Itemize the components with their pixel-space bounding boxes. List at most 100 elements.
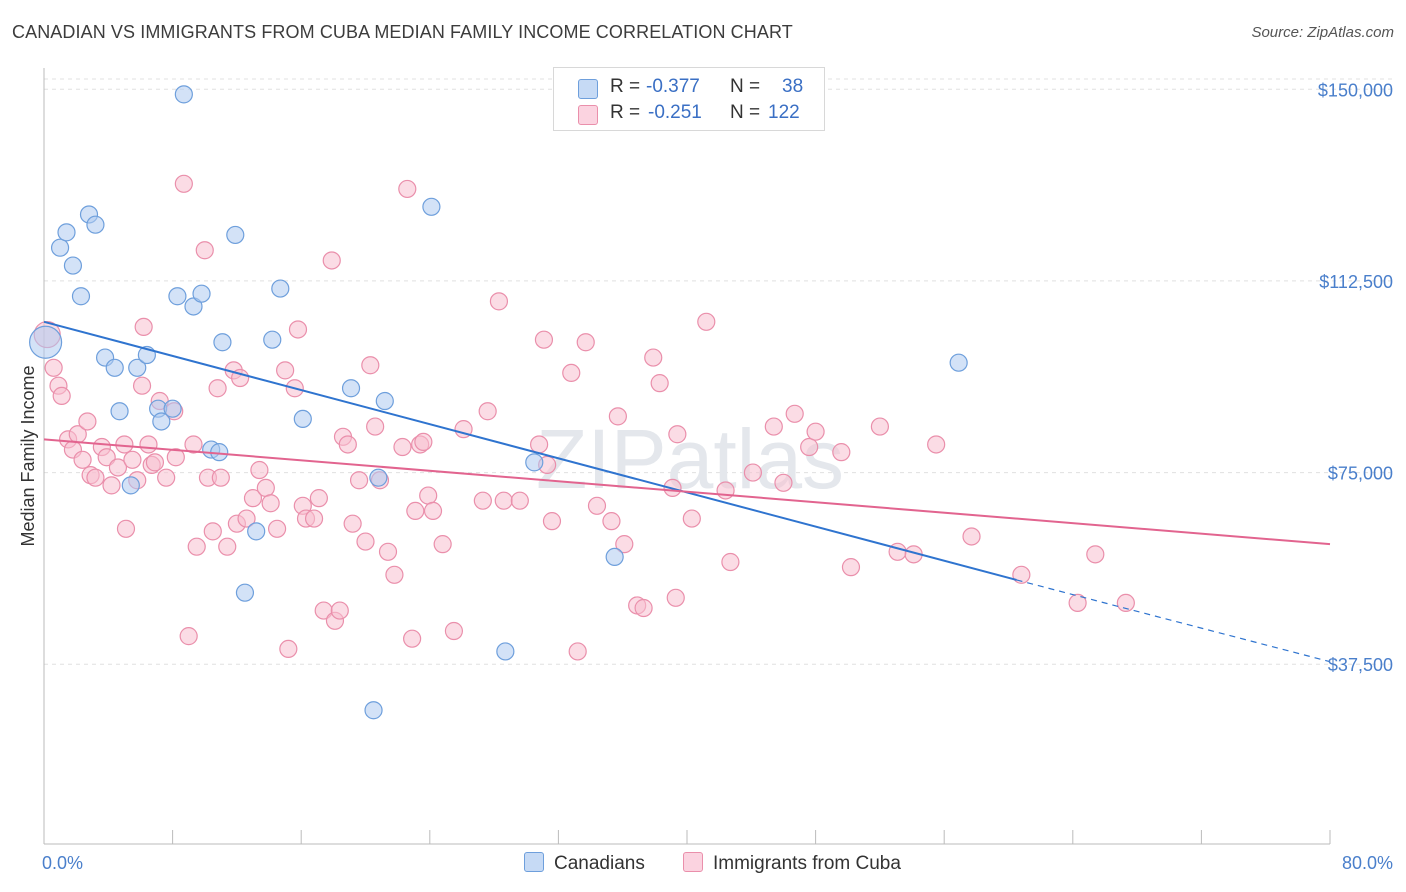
data-point [414,432,433,452]
data-point [145,453,165,472]
data-point [478,402,497,421]
data-point [86,215,105,234]
data-point [602,512,621,531]
data-point [243,489,263,508]
data-point [304,509,324,528]
data-point [423,501,443,521]
data-point [116,519,136,538]
data-point [235,583,255,602]
y-tick-label: $112,500 [1319,272,1393,292]
data-point [615,535,634,554]
data-point [330,601,349,620]
trend-line-cuba [43,438,1331,546]
data-point [322,251,341,270]
data-point [341,379,361,398]
data-point [105,358,124,377]
data-point [542,512,562,531]
chart-title: CANADIAN VS IMMIGRANTS FROM CUBA MEDIAN … [12,22,793,42]
data-point [263,330,282,349]
x-tick-label-min: 0.0% [42,853,83,873]
data-point [666,588,685,607]
data-point [743,463,763,482]
bottom-legend-label-cuba: Immigrants from Cuba [713,853,901,874]
data-point [832,443,851,462]
data-point [208,379,227,398]
data-point [444,621,464,641]
data-point [271,279,290,298]
data-point [489,292,509,311]
data-point [534,330,554,349]
data-point [406,501,425,521]
data-point [393,437,412,457]
data-point [157,468,176,487]
data-point [841,558,861,577]
data-point [121,476,140,495]
data-point [721,552,740,572]
data-point [568,642,587,661]
data-point [525,453,544,472]
data-point [210,443,229,462]
data-point [806,422,825,441]
data-point [433,535,452,554]
data-point [250,460,269,480]
data-point [187,537,206,556]
data-point [50,238,70,257]
data-point [203,522,222,541]
data-point [668,425,687,444]
data-point [422,197,441,216]
trend-line-canadians-extension [1016,579,1331,663]
data-point [97,448,116,467]
data-point [510,491,529,510]
data-point [473,491,492,510]
data-point [256,478,275,498]
data-point [870,417,890,436]
data-point [562,363,581,383]
series-immigrants-from-cuba [33,174,1135,661]
data-point [128,358,147,377]
data-point [139,435,158,454]
y-tick-label: $37,500 [1328,655,1393,675]
trend-line-canadians [43,320,1017,581]
source-credit: Source: ZipAtlas.com [1251,24,1394,41]
data-point [218,537,237,556]
data-point [369,468,388,487]
data-point [57,223,76,242]
data-point [1116,593,1135,613]
legend-r-value: -0.377 [646,76,700,97]
data-point [71,287,91,306]
data-point [338,435,357,454]
legend-r-value: -0.251 [648,102,702,123]
data-point [110,402,129,421]
data-point [226,225,245,245]
bottom-legend-label-canadians: Canadians [554,853,645,874]
series-canadians [29,85,968,720]
data-point [419,486,438,505]
watermark: ZIPatlas [536,412,844,506]
data-point [378,542,398,561]
y-axis-label: Median Family Income [18,365,38,546]
data-point [166,448,185,467]
legend-n-value: 38 [782,76,804,97]
x-tick-label-max: 80.0% [1342,853,1393,873]
data-point [174,85,193,104]
data-point [63,256,83,275]
data-point [309,489,328,508]
data-point [403,629,422,648]
data-point [195,241,214,260]
data-point [785,404,804,423]
data-point [496,642,515,661]
data-point [716,481,735,500]
bottom-legend-canadians: Canadians [524,852,645,875]
data-point [682,509,701,528]
data-point [237,509,256,528]
data-point [343,514,362,533]
data-point [398,179,417,199]
data-point [949,353,968,372]
data-point [587,496,607,515]
legend-r-label: R = [610,102,641,123]
data-point [231,368,250,388]
data-point [385,565,404,584]
data-point [634,598,653,618]
data-point [927,435,946,454]
data-point [132,376,152,395]
